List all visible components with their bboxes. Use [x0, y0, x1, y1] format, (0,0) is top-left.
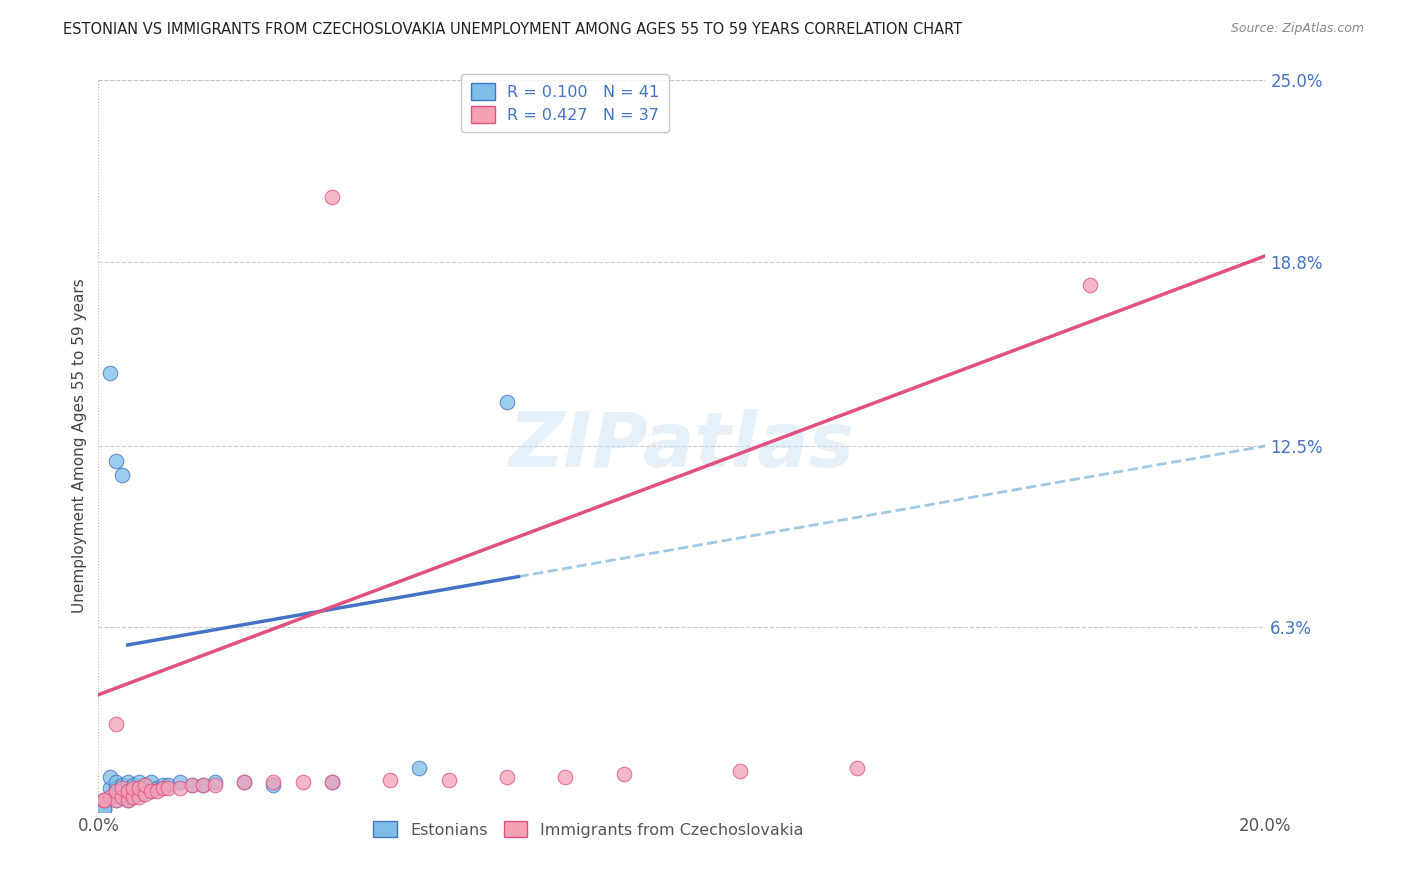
Y-axis label: Unemployment Among Ages 55 to 59 years: Unemployment Among Ages 55 to 59 years: [72, 278, 87, 614]
Point: [117, 784, 139, 798]
Point: [204, 775, 226, 789]
Point: [139, 784, 162, 798]
Point: [117, 775, 139, 789]
Point: [128, 787, 150, 801]
Point: [128, 790, 150, 805]
Point: [134, 778, 156, 792]
Point: [117, 793, 139, 807]
Point: [262, 778, 284, 792]
Point: [134, 778, 156, 792]
Point: [98, 770, 121, 784]
Point: [233, 775, 256, 789]
Point: [111, 778, 134, 792]
Point: [408, 761, 430, 775]
Point: [117, 784, 139, 798]
Point: [146, 784, 169, 798]
Point: [111, 781, 134, 796]
Point: [104, 793, 127, 807]
Point: [730, 764, 752, 778]
Point: [233, 775, 256, 789]
Point: [134, 787, 156, 801]
Point: [180, 778, 202, 792]
Point: [437, 772, 460, 787]
Point: [122, 784, 145, 798]
Point: [122, 781, 145, 796]
Point: [139, 784, 162, 798]
Text: ZIPatlas: ZIPatlas: [509, 409, 855, 483]
Point: [380, 772, 402, 787]
Point: [93, 793, 115, 807]
Point: [139, 775, 162, 789]
Point: [152, 781, 174, 796]
Point: [554, 770, 576, 784]
Point: [193, 778, 215, 792]
Point: [104, 453, 127, 467]
Point: [93, 793, 115, 807]
Point: [111, 790, 134, 805]
Text: ESTONIAN VS IMMIGRANTS FROM CZECHOSLOVAKIA UNEMPLOYMENT AMONG AGES 55 TO 59 YEAR: ESTONIAN VS IMMIGRANTS FROM CZECHOSLOVAK…: [63, 22, 962, 37]
Point: [122, 778, 145, 792]
Point: [93, 802, 115, 816]
Point: [169, 781, 191, 796]
Point: [122, 790, 145, 805]
Point: [128, 781, 150, 796]
Point: [111, 468, 134, 483]
Point: [612, 766, 634, 780]
Point: [111, 790, 134, 805]
Point: [321, 775, 343, 789]
Text: Source: ZipAtlas.com: Source: ZipAtlas.com: [1230, 22, 1364, 36]
Point: [104, 775, 127, 789]
Point: [98, 790, 121, 805]
Point: [111, 784, 134, 798]
Legend: Estonians, Immigrants from Czechoslovakia: Estonians, Immigrants from Czechoslovaki…: [367, 814, 810, 844]
Point: [104, 784, 127, 798]
Point: [146, 781, 169, 796]
Point: [321, 775, 343, 789]
Point: [496, 395, 519, 409]
Point: [104, 781, 127, 796]
Point: [262, 775, 284, 789]
Point: [98, 781, 121, 796]
Point: [169, 775, 191, 789]
Point: [157, 781, 180, 796]
Point: [496, 770, 519, 784]
Point: [180, 778, 202, 792]
Point: [1080, 278, 1102, 293]
Point: [291, 775, 314, 789]
Point: [117, 793, 139, 807]
Point: [104, 787, 127, 801]
Point: [104, 717, 127, 731]
Point: [93, 793, 115, 807]
Point: [93, 802, 115, 816]
Point: [321, 190, 343, 204]
Point: [846, 761, 869, 775]
Point: [128, 775, 150, 789]
Point: [157, 778, 180, 792]
Point: [122, 790, 145, 805]
Point: [204, 778, 226, 792]
Point: [193, 778, 215, 792]
Point: [104, 793, 127, 807]
Point: [128, 781, 150, 796]
Point: [152, 778, 174, 792]
Point: [98, 366, 121, 380]
Point: [98, 790, 121, 805]
Point: [134, 784, 156, 798]
